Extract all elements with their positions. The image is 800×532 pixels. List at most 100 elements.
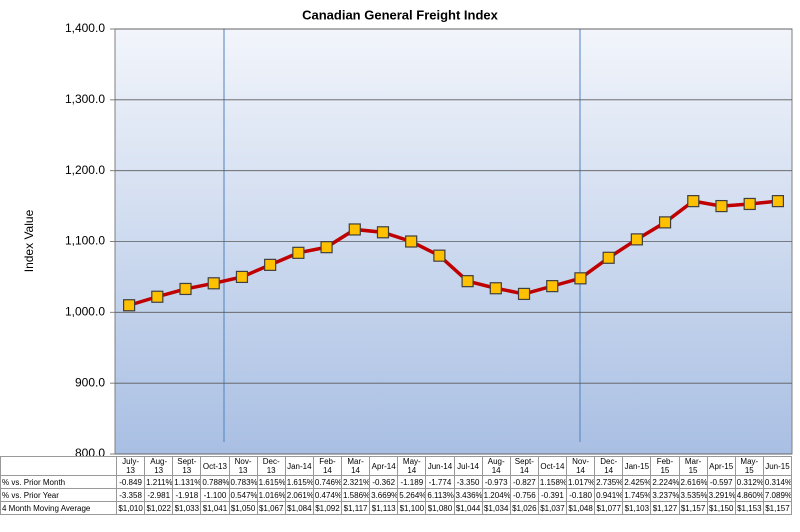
value-label: $1,026: [509, 501, 539, 515]
x-tick-label: Apr-15: [706, 456, 736, 476]
table-row: 4 Month Moving Average $1,010 $1,022 $1,033…: [0, 501, 793, 515]
table-cell: 1.204%: [481, 488, 511, 502]
marker: [151, 290, 164, 303]
table-cell: 1.016%: [256, 488, 286, 502]
value-label: $1,044: [453, 501, 483, 515]
table-cell: 2.425%: [622, 475, 652, 489]
marker: [517, 287, 531, 301]
marker: [630, 233, 643, 246]
marker: [743, 197, 756, 211]
marker: [207, 277, 220, 290]
x-tick-label: Aug-14: [481, 456, 511, 476]
x-tick-label: July-13: [115, 456, 146, 476]
x-tick-label: Feb-14: [312, 456, 343, 476]
value-label: $1,157: [678, 501, 708, 515]
x-tick-label: Aug-13: [144, 456, 174, 476]
table-cell: 0.941%: [594, 488, 624, 502]
marker: [179, 282, 192, 296]
marker: [264, 258, 277, 271]
table-cell: 1.615%: [256, 475, 286, 489]
table-cell: 2.061%: [284, 488, 314, 502]
data-table: July-13 Aug-13 Sept-13 Oct-13 Nov-13 Dec-13 Ja…: [0, 456, 793, 515]
table-cell: 1.158%: [537, 475, 568, 489]
table-cell: 0.547%: [228, 488, 258, 502]
value-label: $1,010: [115, 501, 146, 515]
table-cell: 3.669%: [369, 488, 399, 502]
marker: [123, 299, 136, 312]
marker: [771, 195, 784, 208]
value-label: $1,092: [312, 501, 343, 515]
value-label: $1,048: [565, 501, 596, 515]
value-label: $1,034: [481, 501, 511, 515]
x-tick-label: May-15: [734, 456, 764, 476]
table-cell: 1.211%: [144, 475, 174, 489]
table-cell: -1.918: [172, 488, 202, 502]
value-label: $1,100: [397, 501, 427, 515]
marker: [292, 246, 305, 259]
table-cell: 3.291%: [706, 488, 736, 502]
value-label: $1,022: [144, 501, 174, 515]
table-cell: -0.391: [537, 488, 568, 502]
chart-title: Canadian General Freight Index: [302, 7, 499, 22]
value-label: $1,033: [172, 501, 202, 515]
table-cell: -1.774: [425, 475, 455, 489]
marker: [602, 251, 615, 264]
table-cell: -0.362: [369, 475, 399, 489]
value-label: $1,150: [706, 501, 736, 515]
marker: [658, 216, 672, 229]
table-cell: -0.180: [565, 488, 596, 502]
marker: [489, 282, 502, 295]
x-tick-label: Dec-14: [594, 456, 624, 476]
x-tick-label: Nov-13: [228, 456, 258, 476]
value-label: $1,050: [228, 501, 258, 515]
x-tick-label: Mar-14: [340, 456, 371, 476]
marker: [574, 272, 587, 285]
table-cell: 6.113%: [425, 488, 455, 502]
value-label: $1,153: [734, 501, 764, 515]
table-cell: 0.312%: [734, 475, 764, 489]
corner-cell: [0, 456, 117, 476]
table-cell: -1.189: [397, 475, 427, 489]
y-tick-label: 1,400.0: [65, 21, 105, 35]
y-tick-label: 900.0: [75, 375, 105, 389]
table-cell: 2.735%: [594, 475, 624, 489]
marker: [348, 223, 361, 236]
marker: [687, 195, 700, 208]
table-row: % vs. Prior Month -0.849 1.211% 1.131% 0.788…: [0, 475, 793, 489]
value-label: $1,037: [537, 501, 568, 515]
table-cell: -0.827: [509, 475, 539, 489]
grid: [110, 28, 792, 455]
table-cell: 1.615%: [284, 475, 314, 489]
value-label: $1,127: [650, 501, 680, 515]
value-label: $1,113: [369, 501, 399, 515]
table-cell: 0.474%: [312, 488, 343, 502]
table-cell: 1.017%: [565, 475, 596, 489]
table-cell: 3.237%: [650, 488, 680, 502]
value-label: $1,080: [425, 501, 455, 515]
value-label: $1,157: [762, 501, 793, 515]
y-axis-label: Index Value: [22, 209, 36, 272]
table-cell: 2.224%: [650, 475, 680, 489]
table-cell: -3.350: [453, 475, 483, 489]
table-cell: 1.586%: [340, 488, 371, 502]
x-tick-label: Jan-15: [622, 456, 652, 476]
table-cell: 0.314%: [762, 475, 793, 489]
x-tick-label: Mar-15: [678, 456, 708, 476]
table-cell: -3.358: [115, 488, 146, 502]
y-tick-label: 800.0: [75, 446, 105, 456]
table-cell: -0.849: [115, 475, 146, 489]
table-cell: 1.131%: [172, 475, 202, 489]
table-cell: 0.788%: [200, 475, 230, 489]
value-label: $1,041: [200, 501, 230, 515]
x-tick-label: Jun-14: [425, 456, 455, 476]
table-cell: -1.100: [200, 488, 230, 502]
x-tick-label: Jan-14: [284, 456, 314, 476]
x-tick-label: Feb-15: [650, 456, 680, 476]
legend-entry: 4 Month Moving Average: [0, 501, 117, 515]
table-cell: 7.089%: [762, 488, 793, 502]
value-label: $1,084: [284, 501, 314, 515]
y-tick-label: 1,300.0: [65, 92, 105, 106]
row-label: % vs. Prior Month: [0, 475, 117, 489]
table-cell: 5.264%: [397, 488, 427, 502]
